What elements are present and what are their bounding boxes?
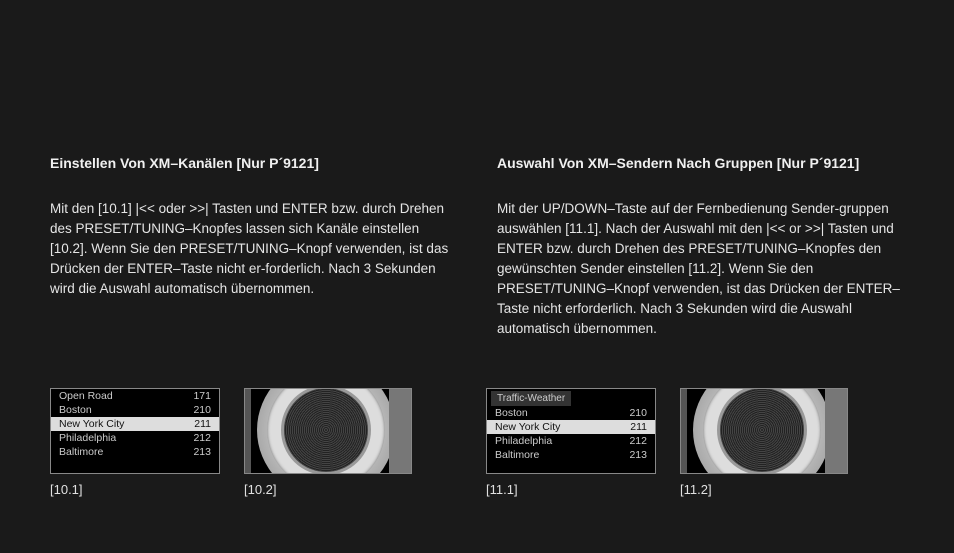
right-heading: Auswahl Von XM–Sendern Nach Gruppen [Nur… [497,155,904,171]
channel-name: New York City [59,418,124,430]
group-header-tab: Traffic-Weather [491,391,571,406]
channel-name: Philadelphia [59,432,116,444]
tuning-knob-display [244,388,412,474]
channel-name: Boston [495,407,528,419]
channel-name: Baltimore [59,446,103,458]
figure-caption: [10.2] [244,482,412,497]
tuning-knob-icon [693,388,831,474]
figure-11-2: [11.2] [680,388,848,497]
knob-side-strip [244,389,251,473]
channel-number: 171 [193,390,211,402]
list-row-selected: New York City 211 [487,420,655,434]
list-row: Baltimore 213 [51,445,219,459]
right-body: Mit der UP/DOWN–Taste auf der Fernbedien… [497,199,904,339]
left-column: Einstellen Von XM–Kanälen [Nur P´9121] M… [50,155,457,339]
knob-side-strip [389,389,411,473]
channel-number: 212 [629,435,647,447]
figure-11-1: Traffic-Weather Boston 210 New York City… [486,388,656,497]
knob-side-strip [680,389,687,473]
knob-side-strip [825,389,847,473]
figure-10-1: Open Road 171 Boston 210 New York City 2… [50,388,220,497]
left-heading: Einstellen Von XM–Kanälen [Nur P´9121] [50,155,457,171]
content-columns: Einstellen Von XM–Kanälen [Nur P´9121] M… [0,0,954,339]
figure-caption: [11.1] [486,482,656,497]
list-row: Boston 210 [51,403,219,417]
channel-number: 210 [193,404,211,416]
list-row: Philadelphia 212 [487,434,655,448]
list-row-selected: New York City 211 [51,417,219,431]
list-row: Philadelphia 212 [51,431,219,445]
knob-ring [703,388,821,474]
channel-number: 211 [630,421,647,433]
channel-name: New York City [495,421,560,433]
channel-name: Baltimore [495,449,539,461]
knob-ring [267,388,385,474]
left-body: Mit den [10.1] |<< oder >>| Tasten und E… [50,199,457,299]
channel-name: Philadelphia [495,435,552,447]
channel-number: 212 [193,432,211,444]
list-row: Boston 210 [487,406,655,420]
channel-number: 213 [193,446,211,458]
channel-list-display: Open Road 171 Boston 210 New York City 2… [50,388,220,474]
list-row: Baltimore 213 [487,448,655,462]
channel-number: 211 [194,418,211,430]
knob-mesh [281,388,371,474]
knob-mesh [717,388,807,474]
figure-caption: [11.2] [680,482,848,497]
figure-10-2: [10.2] [244,388,412,497]
channel-number: 213 [629,449,647,461]
figure-caption: [10.1] [50,482,220,497]
channel-name: Open Road [59,390,113,402]
group-list-display: Traffic-Weather Boston 210 New York City… [486,388,656,474]
right-column: Auswahl Von XM–Sendern Nach Gruppen [Nur… [497,155,904,339]
tuning-knob-display [680,388,848,474]
list-row: Open Road 171 [51,389,219,403]
figures-row: Open Road 171 Boston 210 New York City 2… [0,388,898,497]
channel-number: 210 [629,407,647,419]
tuning-knob-icon [257,388,395,474]
channel-name: Boston [59,404,92,416]
